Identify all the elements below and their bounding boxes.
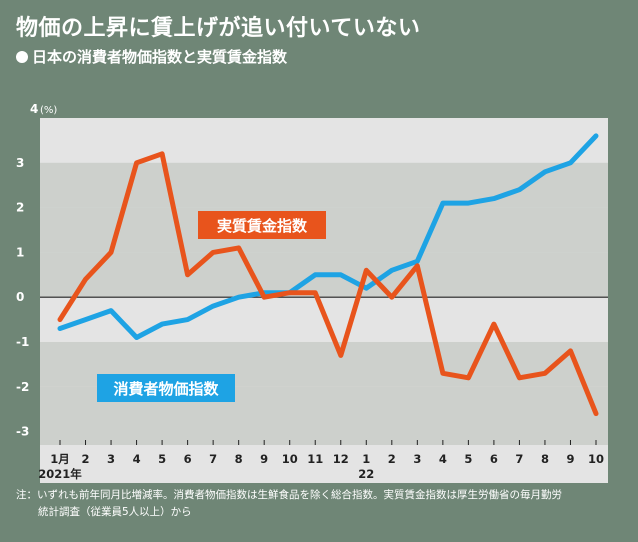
chart-title: 物価の上昇に賃上げが追い付いていない	[16, 16, 421, 41]
x-tick-label: 1	[362, 452, 370, 466]
x-tick-label: 6	[184, 452, 192, 466]
wage-series-line	[57, 151, 599, 417]
note-line-2: 統計調査（従業員5人以上）から	[38, 506, 192, 518]
x-tick-label: 7	[515, 452, 523, 466]
x-tick-label: 12	[333, 452, 349, 466]
y-tick-label: -2	[16, 380, 29, 394]
x-tick-label: 9	[260, 452, 268, 466]
x-tick-label: 10	[282, 452, 298, 466]
x-tick-label: 2	[82, 452, 90, 466]
y-tick-label: 3	[16, 156, 24, 170]
source-note: 注：いずれも前年同月比増減率。消費者物価指数は生鮮食品を除く総合指数。実質賃金指…	[16, 487, 626, 521]
y-tick-label: 2	[16, 201, 24, 215]
cpi-series-line	[57, 133, 599, 340]
cpi-label-box	[97, 374, 235, 402]
bullet-icon	[16, 50, 28, 63]
y-tick-label: -3	[16, 425, 29, 439]
x-year-label: 2021年	[38, 467, 82, 481]
y-tick-label: 1	[16, 245, 24, 259]
x-tick-label: 9	[566, 452, 574, 466]
y-top-label: 4	[30, 102, 38, 116]
x-tick-label: 2	[388, 452, 396, 466]
wage-legend-label: 実質賃金指数	[217, 217, 308, 235]
note-line-1: 注：いずれも前年同月比増減率。消費者物価指数は生鮮食品を除く総合指数。実質賃金指…	[16, 489, 562, 501]
x-tick-label: 10	[588, 452, 604, 466]
subtitle-text: 日本の消費者物価指数と実質賃金指数	[32, 48, 288, 66]
wage-label-box	[198, 211, 326, 239]
cpi-legend-label: 消費者物価指数	[113, 380, 219, 398]
y-tick-label: 0	[16, 290, 24, 304]
x-tick-label: 5	[464, 452, 472, 466]
x-tick-label: 8	[235, 452, 243, 466]
x-tick-label: 7	[209, 452, 217, 466]
x-tick-label: 3	[107, 452, 115, 466]
y-unit-label: (%)	[40, 105, 57, 116]
y-tick-label: -1	[16, 335, 29, 349]
x-year-label: 22	[358, 467, 374, 481]
x-tick-label: 11	[307, 452, 323, 466]
x-tick-label: 4	[133, 452, 141, 466]
x-axis-band	[40, 445, 608, 483]
chart-subtitle: 日本の消費者物価指数と実質賃金指数	[16, 46, 287, 67]
x-tick-label: 4	[439, 452, 447, 466]
x-tick-label: 5	[158, 452, 166, 466]
x-tick-label: 1月	[50, 452, 70, 466]
x-tick-label: 3	[413, 452, 421, 466]
x-tick-label: 8	[541, 452, 549, 466]
x-tick-label: 6	[490, 452, 498, 466]
